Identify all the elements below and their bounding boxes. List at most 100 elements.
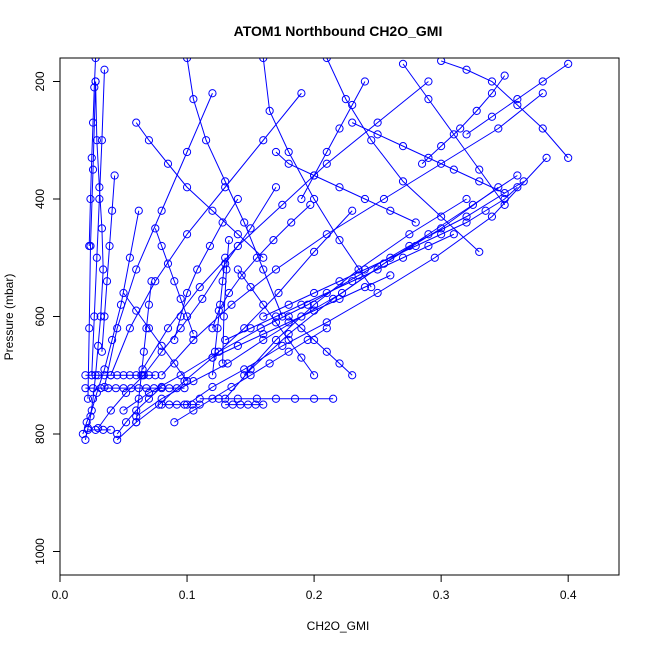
series-line <box>212 274 391 359</box>
data-point <box>379 194 389 204</box>
data-point <box>462 212 471 221</box>
data-point <box>424 153 433 162</box>
data-point <box>297 194 306 204</box>
data-point <box>322 347 331 356</box>
data-point <box>271 265 281 274</box>
data-point <box>110 171 119 180</box>
series-42 <box>417 71 509 168</box>
data-point <box>259 136 268 145</box>
data-point <box>348 206 357 215</box>
data-point <box>132 406 141 415</box>
y-axis-label: Pressure (mbar) <box>2 274 16 361</box>
data-point <box>100 371 109 380</box>
data-point <box>513 183 522 192</box>
data-point <box>297 89 306 98</box>
data-point <box>437 224 446 233</box>
data-point <box>246 371 255 380</box>
data-point <box>367 283 376 292</box>
data-point <box>125 324 134 333</box>
data-point <box>373 265 382 274</box>
data-point <box>208 206 217 215</box>
data-point <box>151 224 160 233</box>
data-point <box>259 312 268 321</box>
series-19 <box>221 400 268 409</box>
series-line <box>135 122 264 259</box>
series-35 <box>208 271 395 362</box>
data-point <box>113 435 122 444</box>
data-point <box>144 394 154 403</box>
data-point <box>367 136 376 145</box>
data-point <box>437 159 446 168</box>
series-34 <box>221 230 458 345</box>
series-line <box>173 198 239 341</box>
data-point <box>500 200 509 209</box>
data-point <box>119 371 128 380</box>
data-point <box>290 394 300 403</box>
series-line <box>466 63 569 135</box>
series-line <box>91 69 105 376</box>
data-point <box>189 377 198 386</box>
data-point <box>309 394 319 403</box>
series-22 <box>182 58 287 321</box>
data-point <box>246 283 255 292</box>
data-point <box>246 324 255 333</box>
y-tick-label: 600 <box>33 306 47 326</box>
data-point <box>144 388 154 397</box>
series-line <box>288 316 353 376</box>
data-point <box>208 371 217 380</box>
data-point <box>189 330 198 339</box>
data-point <box>163 324 173 333</box>
data-point <box>259 300 268 309</box>
series-17 <box>81 384 189 393</box>
data-point <box>322 324 331 333</box>
data-point <box>354 271 363 280</box>
data-point <box>132 118 141 127</box>
data-point <box>119 406 128 415</box>
data-point <box>215 300 225 309</box>
data-point <box>475 177 484 186</box>
data-point <box>157 241 166 251</box>
data-point <box>113 371 122 380</box>
data-point <box>221 177 230 186</box>
data-point <box>538 89 547 98</box>
data-point <box>233 341 242 350</box>
data-point <box>430 253 439 262</box>
data-point <box>500 194 509 204</box>
data-point <box>322 230 331 239</box>
data-point <box>182 377 192 386</box>
data-point <box>227 382 236 392</box>
data-point <box>86 194 95 204</box>
data-point <box>513 95 522 104</box>
data-point <box>386 271 395 280</box>
data-point <box>210 347 220 356</box>
data-point <box>271 183 281 192</box>
data-point <box>475 247 484 256</box>
data-point <box>437 212 446 221</box>
series-8 <box>83 77 100 403</box>
data-point <box>309 371 319 380</box>
series-39 <box>170 194 242 345</box>
data-point <box>137 371 146 380</box>
series-7 <box>87 65 109 380</box>
data-point <box>119 288 128 298</box>
series-20 <box>83 425 115 434</box>
data-point <box>221 183 230 192</box>
series-26 <box>437 58 573 162</box>
data-point <box>121 418 131 427</box>
series-4 <box>132 171 522 421</box>
data-point <box>240 365 249 374</box>
data-point <box>462 65 471 74</box>
data-point <box>88 394 98 403</box>
series-18 <box>157 400 204 409</box>
plot-frame <box>59 57 620 576</box>
data-point <box>182 230 192 239</box>
series-line <box>88 58 97 247</box>
data-point <box>424 77 433 86</box>
data-point <box>94 341 103 350</box>
data-point <box>208 89 217 98</box>
data-point <box>265 359 274 368</box>
data-point <box>278 200 287 209</box>
data-point <box>219 312 228 321</box>
data-point <box>151 371 160 380</box>
y-axis: 200 400 600 800 1000 <box>33 71 61 565</box>
